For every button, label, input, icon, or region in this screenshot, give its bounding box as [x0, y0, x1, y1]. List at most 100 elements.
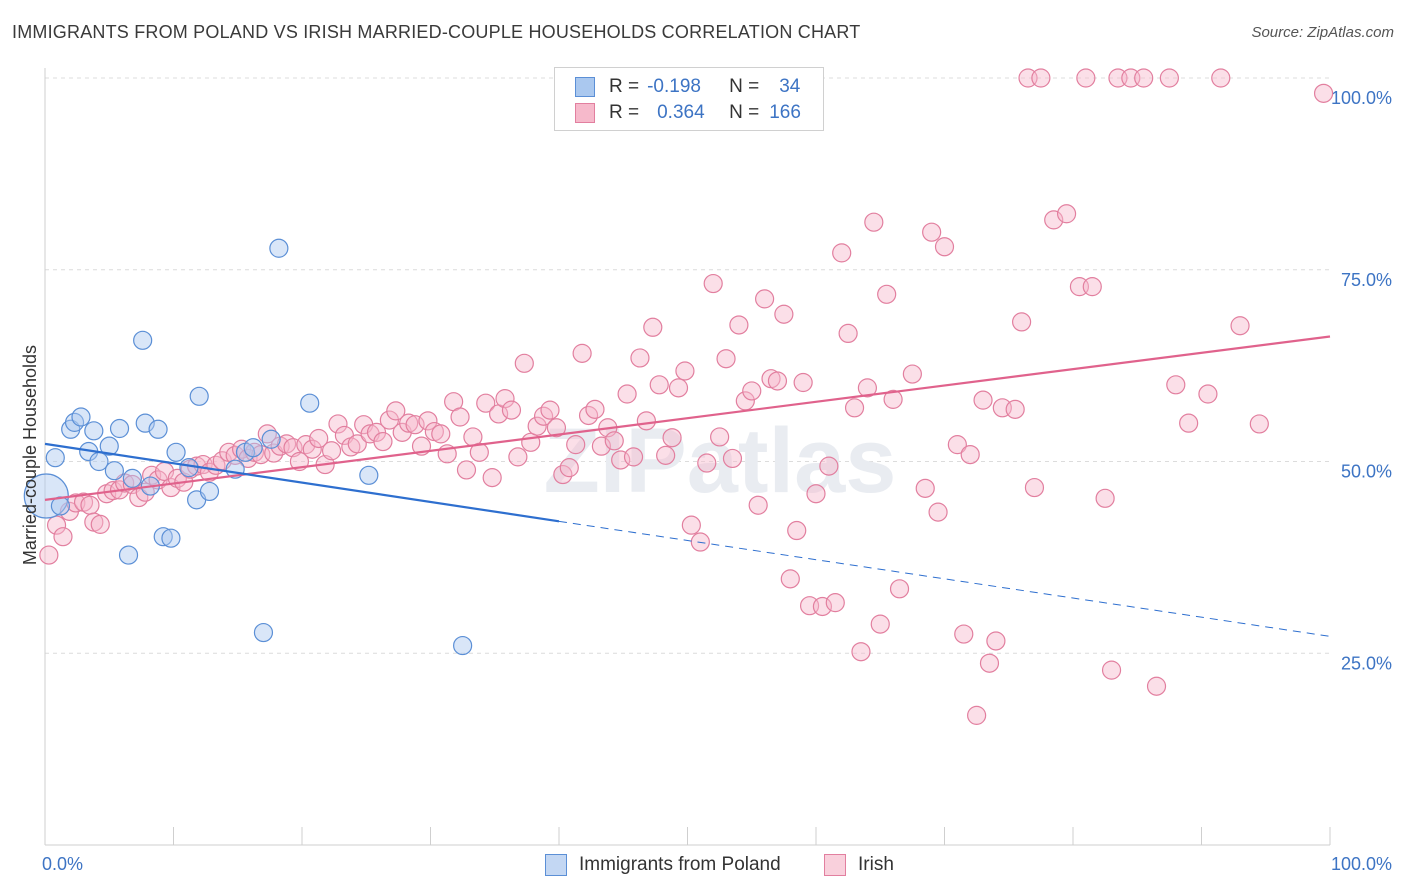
- data-point: [527, 416, 547, 436]
- data-point: [418, 411, 438, 431]
- bottom-legend-blue: Immigrants from Poland: [545, 852, 781, 878]
- data-point: [656, 445, 676, 465]
- data-point: [1134, 68, 1154, 88]
- data-point: [118, 545, 139, 565]
- trend-line-irish: [44, 335, 1331, 501]
- data-point: [1005, 399, 1025, 419]
- pink-points: [39, 68, 1334, 725]
- data-point: [716, 349, 736, 369]
- data-point: [269, 238, 289, 258]
- data-point: [347, 434, 367, 454]
- bottom-legend-label-blue: Immigrants from Poland: [579, 854, 781, 875]
- y-tick-label: 75.0%: [1341, 270, 1392, 290]
- data-point: [359, 465, 379, 485]
- data-point: [453, 635, 473, 656]
- data-point: [710, 427, 730, 447]
- data-point: [864, 212, 884, 232]
- data-point: [979, 653, 1000, 673]
- data-point: [243, 438, 263, 458]
- data-point: [819, 456, 839, 476]
- data-point: [934, 237, 955, 257]
- data-point: [960, 444, 980, 465]
- data-point: [922, 222, 942, 242]
- data-point: [514, 353, 534, 373]
- bottom-legend-pink: Irish: [824, 852, 894, 878]
- data-point: [681, 515, 701, 535]
- data-point: [780, 569, 800, 589]
- data-point: [328, 414, 348, 434]
- data-point: [309, 428, 329, 449]
- data-point: [302, 439, 322, 459]
- data-point: [697, 453, 717, 473]
- legend-n-value: 166: [769, 102, 801, 123]
- data-point: [585, 399, 605, 419]
- data-point: [636, 411, 656, 431]
- data-point: [46, 515, 67, 535]
- correlation-legend: R = -0.198 N = 34 R = 0.364 N = 166: [554, 67, 824, 131]
- data-point: [476, 393, 496, 413]
- data-point: [386, 401, 406, 421]
- data-point: [109, 418, 130, 439]
- legend-row-pink: R = 0.364 N = 166: [575, 100, 801, 126]
- data-point: [431, 424, 451, 444]
- data-point: [64, 412, 85, 432]
- data-point: [851, 642, 871, 662]
- data-point: [45, 448, 65, 468]
- data-point: [261, 429, 281, 449]
- data-point: [1101, 660, 1122, 680]
- data-point: [774, 304, 794, 324]
- bottom-legend-swatch-blue: [545, 854, 567, 876]
- data-point: [373, 431, 393, 452]
- data-point: [405, 415, 425, 435]
- data-point: [257, 424, 277, 444]
- data-point: [559, 458, 579, 478]
- y-axis-label: Married-couple Households: [20, 345, 40, 565]
- data-point: [838, 323, 858, 344]
- data-point: [521, 432, 541, 452]
- data-point: [546, 418, 567, 438]
- data-point: [591, 436, 612, 456]
- blue-points: [23, 238, 473, 656]
- data-point: [630, 348, 650, 368]
- data-point: [703, 273, 723, 294]
- data-point: [1024, 477, 1045, 498]
- data-point: [39, 545, 59, 565]
- bottom-legend-label-pink: Irish: [858, 854, 894, 875]
- data-point: [812, 596, 833, 617]
- legend-r-label: R =: [609, 76, 640, 97]
- data-point: [1146, 676, 1167, 696]
- legend-row-blue: R = -0.198 N = 34: [575, 74, 800, 100]
- x-axis: [44, 68, 1331, 846]
- legend-n-label: N =: [729, 76, 760, 97]
- data-point: [572, 343, 592, 363]
- trend-lines: [44, 335, 1331, 637]
- data-point: [806, 484, 826, 504]
- data-point: [967, 705, 987, 725]
- data-point: [947, 435, 967, 455]
- data-point: [133, 330, 153, 350]
- data-point: [662, 428, 682, 448]
- data-point: [1056, 204, 1077, 224]
- data-point: [1230, 316, 1250, 336]
- data-point: [469, 442, 489, 462]
- data-point: [722, 448, 743, 469]
- data-point: [71, 407, 91, 427]
- data-point: [80, 495, 100, 515]
- data-point: [53, 527, 73, 547]
- data-point: [1179, 413, 1199, 433]
- data-point: [787, 520, 807, 541]
- data-point: [649, 375, 669, 395]
- watermark: ZIPatlas: [544, 410, 897, 512]
- trend-line-poland: [44, 442, 560, 523]
- legend-swatch-pink: [575, 103, 595, 123]
- data-point: [456, 460, 477, 480]
- data-point: [153, 527, 173, 547]
- data-point: [928, 502, 948, 522]
- legend-n-value: 34: [779, 76, 801, 97]
- data-point: [1082, 277, 1102, 297]
- data-point: [754, 289, 775, 309]
- x-tick-labels: 0.0% 100.0%: [42, 854, 1392, 874]
- data-point: [729, 315, 749, 335]
- data-point: [902, 364, 922, 384]
